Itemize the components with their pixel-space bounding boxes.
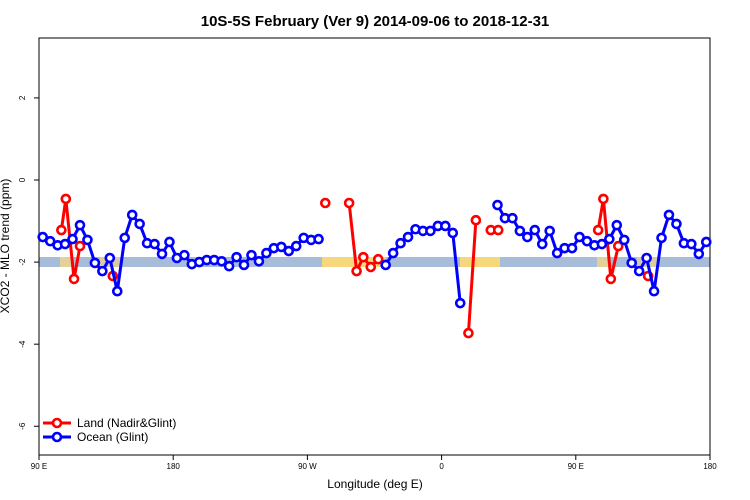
data-point <box>612 240 624 252</box>
data-point <box>618 234 630 246</box>
data-point <box>700 236 712 248</box>
data-point <box>216 255 227 267</box>
data-point <box>641 252 652 264</box>
data-point <box>82 234 93 246</box>
x-tick-label: 180 <box>167 462 181 471</box>
data-point <box>611 219 623 231</box>
data-point <box>522 231 533 243</box>
data-point <box>372 253 384 265</box>
data-point <box>37 231 49 243</box>
legend-label: Ocean (Glint) <box>77 430 148 444</box>
data-point <box>276 241 287 253</box>
data-point <box>536 238 548 250</box>
data-point <box>402 231 414 243</box>
y-tick-label: 2 <box>18 95 27 100</box>
chart-title: 10S-5S February (Ver 9) 2014-09-06 to 20… <box>201 13 550 30</box>
data-point <box>343 197 355 209</box>
data-point <box>119 232 131 244</box>
data-point <box>164 236 175 248</box>
data-point <box>134 218 145 230</box>
data-point <box>60 193 72 205</box>
data-point <box>149 238 160 250</box>
data-point <box>179 249 190 261</box>
data-point <box>492 199 503 211</box>
data-point <box>231 251 242 263</box>
data-point <box>656 232 667 244</box>
data-point <box>529 224 541 236</box>
plot-frame <box>38 37 711 456</box>
x-tick-label: 90 E <box>31 462 47 471</box>
data-point <box>261 247 272 259</box>
data-point <box>671 218 682 230</box>
legend-marker <box>51 417 63 429</box>
data-point <box>551 247 563 259</box>
data-point <box>67 233 78 245</box>
data-point <box>648 285 660 297</box>
data-point <box>238 259 250 271</box>
data-point <box>104 252 116 264</box>
data-point <box>358 251 369 263</box>
data-point <box>89 257 101 269</box>
data-point <box>283 245 295 257</box>
x-tick-label: 180 <box>703 462 717 471</box>
data-point <box>693 248 705 260</box>
data-point <box>395 237 406 249</box>
x-tick-label: 90 E <box>568 462 584 471</box>
x-axis-label: Longitude (deg E) <box>327 477 422 491</box>
data-point <box>507 212 518 224</box>
legend-label: Land (Nadir&Glint) <box>77 416 176 430</box>
data-point <box>596 238 608 250</box>
data-point <box>574 231 585 243</box>
data-point <box>686 238 697 250</box>
data-point <box>663 209 675 221</box>
x-tick-label: 0 <box>439 462 444 471</box>
data-point <box>59 238 71 250</box>
legend-marker <box>51 431 63 443</box>
data-point <box>351 265 362 277</box>
data-point <box>97 265 108 277</box>
data-point <box>463 327 474 339</box>
data-point <box>387 247 399 259</box>
data-point <box>44 235 56 247</box>
data-point <box>111 285 123 297</box>
x-tick-label: 90 W <box>298 462 317 471</box>
data-point <box>380 259 391 271</box>
data-point <box>56 224 67 236</box>
data-point <box>74 219 86 231</box>
data-point <box>604 233 615 245</box>
data-point <box>454 297 466 309</box>
data-point <box>514 225 526 237</box>
data-point <box>598 193 609 205</box>
data-point <box>290 240 302 252</box>
data-point <box>633 265 645 277</box>
data-point <box>492 224 504 236</box>
data-point <box>253 255 265 267</box>
y-tick-label: -6 <box>18 422 27 430</box>
y-tick-label: -4 <box>18 340 27 348</box>
data-point <box>365 261 377 273</box>
data-point <box>566 242 578 254</box>
data-point <box>156 248 168 260</box>
data-point <box>470 214 482 226</box>
data-point <box>425 225 436 237</box>
data-point <box>544 225 556 237</box>
data-point <box>319 197 331 209</box>
data-point <box>581 235 593 247</box>
y-axis-label: XCO2 - MLO trend (ppm) <box>0 179 12 314</box>
data-point <box>605 273 617 285</box>
data-point <box>626 257 638 269</box>
data-point <box>68 273 80 285</box>
y-tick-label: -2 <box>18 258 27 266</box>
data-point <box>313 233 324 245</box>
data-point <box>592 224 604 236</box>
data-point <box>447 227 459 239</box>
data-point <box>440 220 451 232</box>
y-tick-label: 0 <box>18 177 27 182</box>
data-point <box>246 249 257 261</box>
data-point <box>74 240 86 252</box>
data-point <box>223 260 235 272</box>
data-point <box>126 209 138 221</box>
